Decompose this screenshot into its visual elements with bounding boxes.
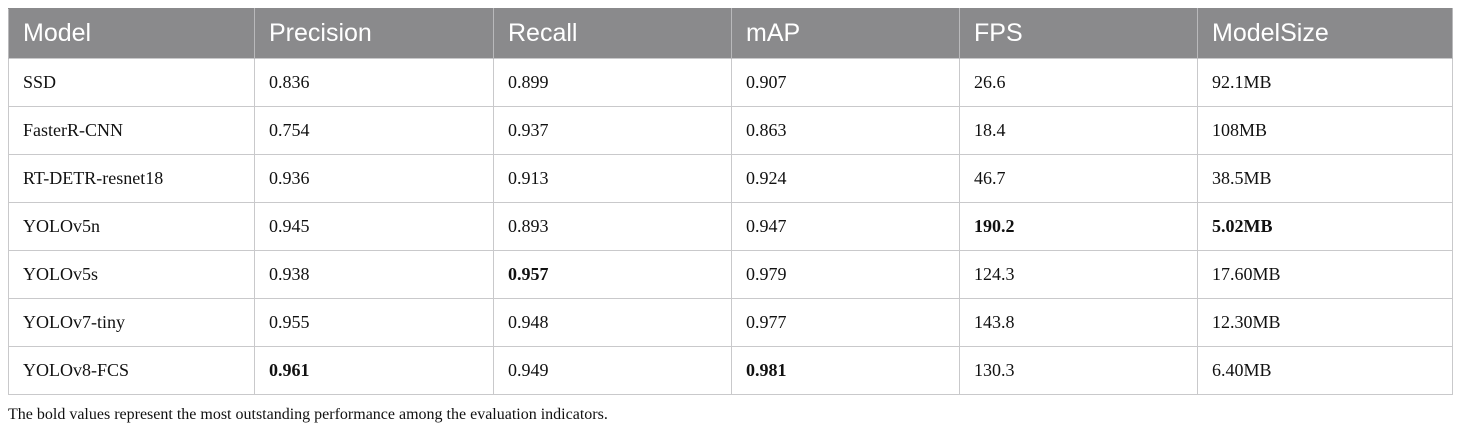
cell-map: 0.979 [731,250,960,299]
cell-fps: 124.3 [959,250,1198,299]
cell-recall: 0.949 [493,346,732,395]
cell-precision: 0.961 [254,346,494,395]
cell-map: 0.981 [731,346,960,395]
cell-fps: 26.6 [959,58,1198,107]
cell-model: YOLOv7-tiny [8,298,255,347]
cell-recall: 0.893 [493,202,732,251]
results-table: Model Precision Recall mAP FPS ModelSize… [8,8,1453,395]
cell-model-size: 92.1MB [1197,58,1453,107]
cell-fps: 46.7 [959,154,1198,203]
cell-precision: 0.754 [254,106,494,155]
table-row: SSD 0.836 0.899 0.907 26.6 92.1MB [8,58,1453,107]
header-row: Model Precision Recall mAP FPS ModelSize [8,8,1453,59]
cell-map: 0.924 [731,154,960,203]
cell-model-size: 12.30MB [1197,298,1453,347]
header-fps: FPS [959,8,1198,59]
header-precision: Precision [254,8,494,59]
cell-model: YOLOv8-FCS [8,346,255,395]
cell-model: SSD [8,58,255,107]
table-row: YOLOv5s 0.938 0.957 0.979 124.3 17.60MB [8,250,1453,299]
cell-precision: 0.936 [254,154,494,203]
cell-precision: 0.945 [254,202,494,251]
cell-map: 0.977 [731,298,960,347]
cell-fps: 190.2 [959,202,1198,251]
cell-model-size: 17.60MB [1197,250,1453,299]
table-row: RT-DETR-resnet18 0.936 0.913 0.924 46.7 … [8,154,1453,203]
cell-recall: 0.899 [493,58,732,107]
table-footnote: The bold values represent the most outst… [8,406,608,423]
cell-map: 0.863 [731,106,960,155]
cell-model-size: 108MB [1197,106,1453,155]
header-map: mAP [731,8,960,59]
cell-recall: 0.948 [493,298,732,347]
table-row: YOLOv8-FCS 0.961 0.949 0.981 130.3 6.40M… [8,346,1453,395]
cell-model: FasterR-CNN [8,106,255,155]
table-row: FasterR-CNN 0.754 0.937 0.863 18.4 108MB [8,106,1453,155]
cell-precision: 0.836 [254,58,494,107]
cell-precision: 0.955 [254,298,494,347]
table-row: YOLOv5n 0.945 0.893 0.947 190.2 5.02MB [8,202,1453,251]
cell-fps: 143.8 [959,298,1198,347]
cell-model-size: 6.40MB [1197,346,1453,395]
table-header: Model Precision Recall mAP FPS ModelSize [8,8,1453,59]
header-recall: Recall [493,8,732,59]
cell-recall: 0.937 [493,106,732,155]
table-body: SSD 0.836 0.899 0.907 26.6 92.1MB Faster… [8,58,1453,395]
header-model: Model [8,8,255,59]
table-row: YOLOv7-tiny 0.955 0.948 0.977 143.8 12.3… [8,298,1453,347]
cell-fps: 130.3 [959,346,1198,395]
cell-fps: 18.4 [959,106,1198,155]
cell-precision: 0.938 [254,250,494,299]
cell-map: 0.947 [731,202,960,251]
cell-model: YOLOv5n [8,202,255,251]
cell-model-size: 38.5MB [1197,154,1453,203]
results-table-container: Model Precision Recall mAP FPS ModelSize… [8,8,1453,395]
header-model-size: ModelSize [1197,8,1453,59]
cell-model-size: 5.02MB [1197,202,1453,251]
cell-model: RT-DETR-resnet18 [8,154,255,203]
cell-model: YOLOv5s [8,250,255,299]
cell-map: 0.907 [731,58,960,107]
cell-recall: 0.913 [493,154,732,203]
cell-recall: 0.957 [493,250,732,299]
